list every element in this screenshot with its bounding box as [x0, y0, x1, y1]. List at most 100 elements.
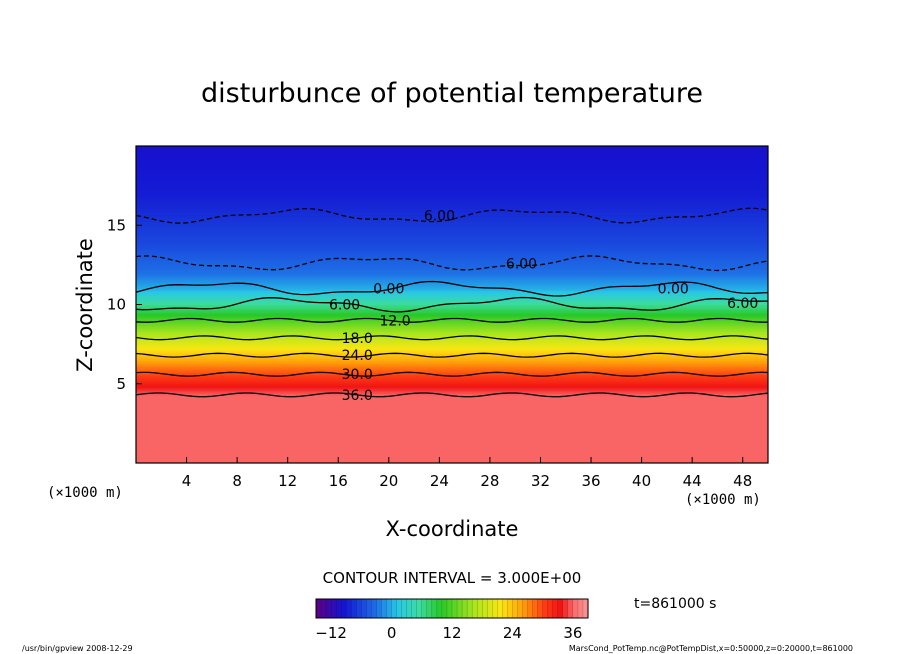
color-band	[136, 429, 768, 432]
color-band	[136, 450, 768, 453]
color-band	[136, 301, 768, 304]
color-band	[136, 352, 768, 355]
color-band	[136, 434, 768, 437]
color-band	[136, 375, 768, 379]
color-band	[136, 325, 768, 328]
colorbar-swatch	[325, 598, 332, 619]
colorbar-swatch	[396, 598, 403, 619]
color-band	[136, 310, 768, 314]
color-band	[136, 328, 768, 331]
colorbar-tick-label: 12	[442, 624, 461, 642]
contour-label: 24.0	[342, 348, 373, 364]
color-band	[136, 210, 768, 214]
color-band	[136, 326, 768, 329]
colorbar-swatch	[431, 598, 438, 619]
color-band	[136, 184, 768, 187]
colorbar-swatch	[492, 598, 498, 619]
color-band	[136, 353, 768, 356]
color-band	[136, 207, 768, 211]
contour-line	[136, 317, 768, 323]
color-band	[136, 215, 768, 218]
color-band	[136, 272, 768, 275]
y-tick-label: 15	[107, 216, 126, 234]
color-band	[136, 453, 768, 456]
color-band	[136, 323, 768, 326]
color-band	[136, 239, 768, 242]
color-band	[136, 445, 768, 448]
color-band	[136, 260, 768, 263]
color-band	[136, 426, 768, 429]
colorbar-swatch	[517, 598, 524, 619]
color-band	[136, 263, 768, 266]
color-band	[136, 348, 768, 352]
color-band	[136, 379, 768, 382]
color-band	[136, 424, 768, 428]
color-band	[136, 359, 768, 363]
color-band	[136, 407, 768, 410]
color-band	[136, 220, 768, 223]
color-band	[136, 196, 768, 199]
x-tick-label: 4	[182, 472, 192, 490]
colorbar-swatch	[547, 598, 554, 619]
colorbar-swatch	[451, 598, 458, 619]
y-unit-note: (×1000 m)	[47, 485, 123, 501]
color-band	[136, 345, 768, 348]
x-tick-label: 40	[632, 472, 651, 490]
color-band	[136, 214, 768, 217]
color-band	[136, 340, 768, 344]
colorbar-swatch	[346, 598, 352, 619]
colorbar-swatch	[401, 598, 408, 619]
color-band	[136, 230, 768, 233]
color-band	[136, 288, 768, 291]
colorbar-swatch	[416, 598, 423, 619]
x-tick-label: 36	[581, 472, 600, 490]
color-band	[136, 342, 768, 345]
color-band	[136, 455, 768, 458]
colorbar-swatch	[406, 598, 413, 619]
color-band	[136, 217, 768, 220]
color-band	[136, 437, 768, 440]
color-band	[136, 385, 768, 388]
chart-title: disturbunce of potential temperature	[201, 78, 703, 109]
colorbar-swatch	[487, 598, 493, 619]
color-band	[136, 307, 768, 310]
color-band	[136, 312, 768, 315]
color-band	[136, 193, 768, 196]
color-band	[136, 201, 768, 204]
color-band	[136, 404, 768, 407]
color-band	[136, 166, 768, 169]
colorbar-swatch	[542, 598, 549, 619]
colorbar-swatch	[340, 598, 347, 619]
color-band	[136, 279, 768, 282]
color-band	[136, 147, 768, 150]
contour-label: 30.0	[342, 367, 373, 383]
colorbar-swatch	[522, 598, 529, 619]
color-band	[136, 413, 768, 417]
y-axis-label: Z-coordinate	[73, 238, 97, 372]
colorbar-swatch	[361, 598, 367, 619]
color-band	[136, 198, 768, 201]
colorbar-swatch	[502, 598, 509, 619]
colorbar-swatch	[512, 598, 519, 619]
color-band	[136, 269, 768, 272]
color-band	[136, 180, 768, 184]
contour-lines	[136, 207, 768, 398]
color-band	[136, 153, 768, 157]
colorbar-tick-label: 36	[563, 624, 582, 642]
color-band	[136, 436, 768, 439]
color-band	[136, 390, 768, 393]
y-tick-label: 10	[107, 296, 126, 314]
colorbar-swatch	[426, 598, 433, 619]
color-band	[136, 158, 768, 161]
color-band	[136, 228, 768, 231]
color-band	[136, 277, 768, 280]
colorbar-swatch	[476, 598, 483, 619]
colorbar-swatch	[376, 598, 383, 619]
color-band	[136, 171, 768, 174]
color-band	[136, 291, 768, 294]
color-band	[136, 225, 768, 228]
colorbar-swatch	[577, 598, 584, 619]
color-band	[136, 461, 768, 463]
color-band	[136, 258, 768, 261]
color-band	[136, 374, 768, 377]
